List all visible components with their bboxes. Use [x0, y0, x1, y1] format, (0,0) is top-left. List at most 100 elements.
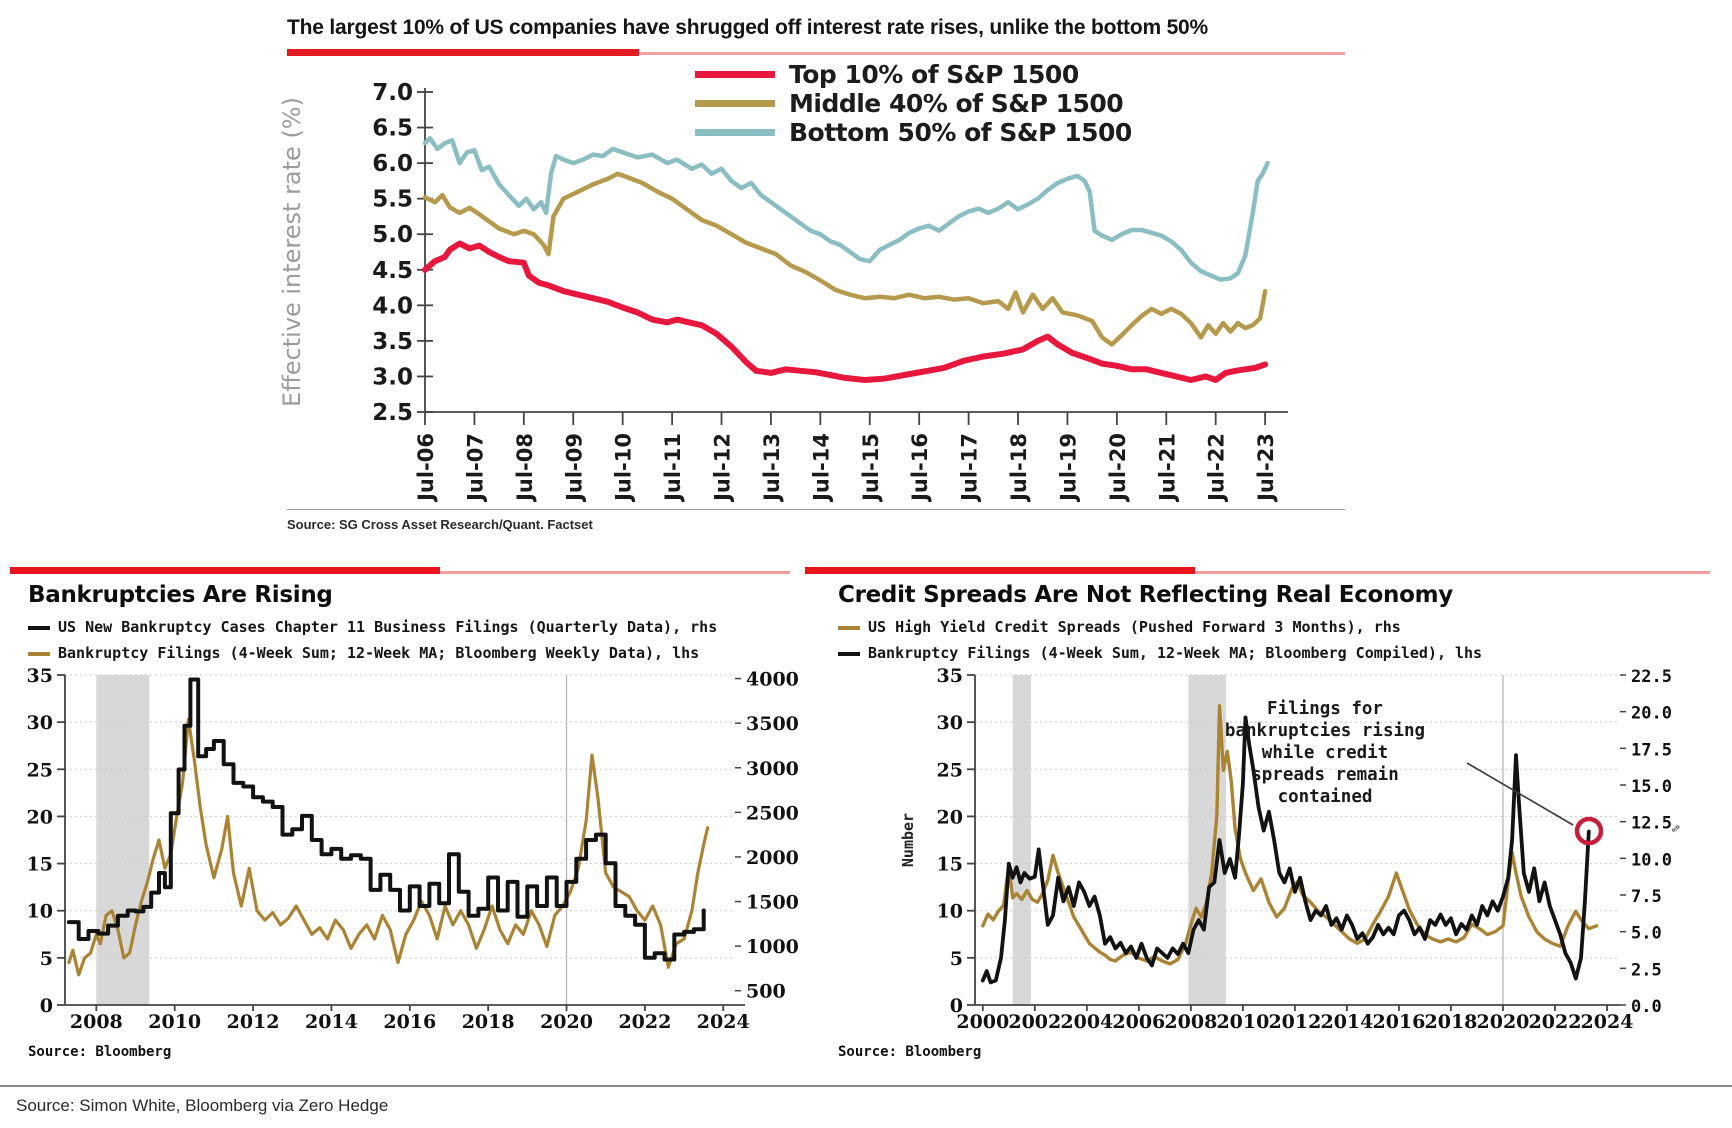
svg-text:Jul-21: Jul-21 [1155, 433, 1179, 503]
bl-chart-source: Source: Bloomberg [28, 1044, 172, 1060]
legend-item-chapter11: US New Bankruptcy Cases Chapter 11 Busin… [28, 618, 717, 644]
bl-chart-canvas: 35 30 25 20 15 10 5 0 4000 3500 3000 2500 2000 1500 10… [27, 665, 799, 1033]
legend-label-bottom50: Bottom 50% of S&P 1500 [789, 118, 1132, 147]
br-chart-source: Source: Bloomberg [838, 1044, 982, 1060]
svg-text:2012: 2012 [227, 1011, 280, 1033]
br-chart-title: Credit Spreads Are Not Reflecting Real E… [838, 582, 1453, 608]
svg-text:Effective interest rate (%): Effective interest rate (%) [278, 97, 306, 407]
svg-text:Jul-11: Jul-11 [661, 433, 685, 503]
bl-chart-title: Bankruptcies Are Rising [28, 582, 333, 608]
svg-text:2014: 2014 [1320, 1011, 1373, 1033]
svg-text:30: 30 [937, 712, 963, 734]
legend-swatch-chapter11 [28, 626, 50, 630]
svg-text:2022: 2022 [1529, 1011, 1582, 1033]
top-chart-legend: Top 10% of S&P 1500 Middle 40% of S&P 15… [695, 60, 1132, 147]
legend-swatch-middle40 [695, 100, 775, 107]
legend-label-middle40: Middle 40% of S&P 1500 [789, 89, 1124, 118]
svg-text:17.5: 17.5 [1631, 740, 1672, 760]
svg-text:2022: 2022 [618, 1011, 671, 1033]
svg-text:15: 15 [937, 854, 963, 876]
svg-text:Jul-23: Jul-23 [1254, 433, 1278, 503]
svg-text:3000: 3000 [746, 758, 799, 780]
svg-text:7.0: 7.0 [372, 80, 413, 106]
svg-text:4000: 4000 [746, 669, 799, 691]
legend-label-bk-filings: Bankruptcy Filings (4-Week Sum, 12-Week … [868, 644, 1483, 662]
title-underline-accent [287, 49, 639, 56]
svg-text:Jul-07: Jul-07 [463, 433, 487, 503]
svg-text:2018: 2018 [462, 1011, 515, 1033]
title-underline-light [639, 52, 1345, 55]
footer-source: Source: Simon White, Bloomberg via Zero … [16, 1096, 389, 1115]
svg-text:6.5: 6.5 [372, 116, 413, 142]
svg-text:2.5: 2.5 [1631, 960, 1662, 980]
svg-text:20: 20 [27, 806, 53, 828]
svg-text:3500: 3500 [746, 713, 799, 735]
svg-text:0.0: 0.0 [1631, 997, 1662, 1017]
legend-label-filings: Bankruptcy Filings (4-Week Sum; 12-Week … [58, 644, 700, 662]
svg-text:10: 10 [937, 901, 963, 923]
svg-text:4.5: 4.5 [372, 258, 413, 284]
bl-chart-legend: US New Bankruptcy Cases Chapter 11 Busin… [28, 618, 717, 670]
bl-header-bar [10, 567, 440, 574]
svg-text:2006: 2006 [1112, 1011, 1165, 1033]
svg-text:2012: 2012 [1268, 1011, 1321, 1033]
svg-text:2004: 2004 [1060, 1011, 1113, 1033]
svg-text:2018: 2018 [1425, 1011, 1478, 1033]
svg-text:2008: 2008 [1164, 1011, 1217, 1033]
svg-text:2010: 2010 [148, 1011, 201, 1033]
svg-text:3.5: 3.5 [372, 329, 413, 355]
svg-text:20: 20 [937, 806, 963, 828]
svg-text:Number: Number [899, 813, 917, 867]
top-chart-title: The largest 10% of US companies have shr… [287, 16, 1209, 39]
svg-text:2020: 2020 [1477, 1011, 1530, 1033]
legend-item-filings: Bankruptcy Filings (4-Week Sum; 12-Week … [28, 644, 717, 670]
svg-text:22.5: 22.5 [1631, 667, 1672, 687]
svg-text:2.5: 2.5 [372, 400, 413, 426]
svg-text:Jul-17: Jul-17 [958, 433, 982, 503]
svg-text:2010: 2010 [1216, 1011, 1269, 1033]
svg-text:4.0: 4.0 [372, 293, 413, 319]
svg-text:Jul-19: Jul-19 [1056, 433, 1080, 503]
svg-text:12.5: 12.5 [1631, 814, 1672, 834]
legend-item-bk-filings: Bankruptcy Filings (4-Week Sum, 12-Week … [838, 644, 1482, 670]
br-chart-canvas: 35 30 25 20 15 10 5 0 22.5 20.0 17.5 15.0 12.5 10.0 7.… [899, 665, 1672, 1033]
svg-text:Jul-09: Jul-09 [562, 433, 586, 503]
svg-text:25: 25 [27, 759, 53, 781]
svg-text:Jul-15: Jul-15 [859, 433, 883, 503]
legend-swatch-filings [28, 652, 50, 656]
svg-text:3.0: 3.0 [372, 364, 413, 390]
svg-text:0: 0 [40, 995, 53, 1017]
svg-text:Jul-08: Jul-08 [513, 433, 537, 503]
legend-swatch-top10 [695, 71, 775, 78]
bl-header-bar-light [440, 571, 790, 574]
br-chart-legend: US High Yield Credit Spreads (Pushed For… [838, 618, 1482, 670]
svg-text:10.0: 10.0 [1631, 850, 1672, 870]
svg-text:2008: 2008 [70, 1011, 123, 1033]
svg-text:2500: 2500 [746, 802, 799, 824]
svg-text:30: 30 [27, 712, 53, 734]
legend-label-top10: Top 10% of S&P 1500 [789, 60, 1079, 89]
svg-text:0: 0 [950, 995, 963, 1017]
legend-swatch-hy-spreads [838, 626, 860, 630]
svg-text:20.0: 20.0 [1631, 704, 1672, 724]
svg-text:7.5: 7.5 [1631, 887, 1662, 907]
svg-text:Jul-10: Jul-10 [612, 433, 636, 503]
legend-label-hy-spreads: US High Yield Credit Spreads (Pushed For… [868, 618, 1401, 636]
svg-text:15: 15 [27, 854, 53, 876]
svg-text:15.0: 15.0 [1631, 777, 1672, 797]
svg-text:Jul-14: Jul-14 [809, 433, 833, 503]
svg-text:2020: 2020 [540, 1011, 593, 1033]
legend-label-chapter11: US New Bankruptcy Cases Chapter 11 Busin… [58, 618, 718, 636]
svg-text:25: 25 [937, 759, 963, 781]
top-chart-divider [287, 509, 1345, 510]
svg-text:2014: 2014 [305, 1011, 358, 1033]
svg-text:Jul-16: Jul-16 [908, 433, 932, 503]
svg-text:2024: 2024 [1581, 1011, 1634, 1033]
svg-text:5.0: 5.0 [1631, 924, 1662, 944]
svg-text:500: 500 [746, 981, 786, 1003]
br-header-bar [805, 567, 1195, 574]
legend-item-hy-spreads: US High Yield Credit Spreads (Pushed For… [838, 618, 1482, 644]
svg-text:2000: 2000 [746, 847, 799, 869]
